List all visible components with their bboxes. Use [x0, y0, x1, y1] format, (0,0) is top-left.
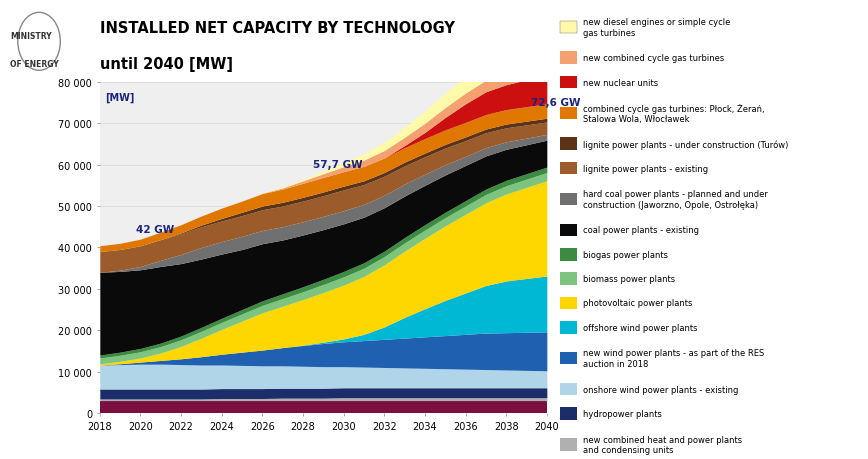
Text: biomass power plants: biomass power plants	[583, 274, 675, 284]
Bar	[560, 52, 577, 65]
Bar	[560, 22, 577, 34]
Bar	[560, 352, 577, 364]
Text: hard coal power plants - planned and under
construction (Jaworzno, Opole, Ostroł: hard coal power plants - planned and und…	[583, 190, 768, 209]
Bar	[560, 321, 577, 334]
Bar	[560, 77, 577, 89]
Text: biogas power plants: biogas power plants	[583, 250, 668, 259]
Text: hydropower plants: hydropower plants	[583, 409, 661, 418]
Text: lignite power plants - existing: lignite power plants - existing	[583, 164, 708, 173]
Text: new combined cycle gas turbines: new combined cycle gas turbines	[583, 54, 724, 63]
Text: OF ENERGY: OF ENERGY	[10, 60, 59, 69]
Bar	[560, 162, 577, 175]
Text: 42 GW: 42 GW	[136, 224, 174, 235]
Text: until 2040 [MW]: until 2040 [MW]	[100, 57, 233, 73]
Text: offshore wind power plants: offshore wind power plants	[583, 323, 698, 332]
Text: new combined heat and power plants
and condensing units: new combined heat and power plants and c…	[583, 435, 742, 454]
Bar	[560, 224, 577, 237]
Text: combined cycle gas turbines: Płock, Żerań,
Stalowa Wola, Włocławek: combined cycle gas turbines: Płock, Żera…	[583, 104, 765, 124]
Text: [MW]: [MW]	[105, 93, 135, 103]
Bar	[560, 248, 577, 261]
Bar	[560, 193, 577, 206]
Text: INSTALLED NET CAPACITY BY TECHNOLOGY: INSTALLED NET CAPACITY BY TECHNOLOGY	[100, 21, 455, 36]
Bar	[560, 107, 577, 120]
Bar	[560, 273, 577, 285]
Text: MINISTRY: MINISTRY	[10, 32, 52, 41]
Bar	[560, 138, 577, 151]
Text: new nuclear units: new nuclear units	[583, 78, 658, 87]
Text: onshore wind power plants - existing: onshore wind power plants - existing	[583, 385, 739, 394]
Text: new diesel engines or simple cycle
gas turbines: new diesel engines or simple cycle gas t…	[583, 18, 730, 38]
Text: 57,7 GW: 57,7 GW	[313, 159, 363, 169]
Bar	[560, 438, 577, 451]
Text: photovoltaic power plants: photovoltaic power plants	[583, 299, 693, 308]
Bar	[560, 383, 577, 396]
Text: new wind power plants - as part of the RES
auction in 2018: new wind power plants - as part of the R…	[583, 349, 764, 368]
Text: coal power plants - existing: coal power plants - existing	[583, 226, 699, 235]
Bar	[560, 407, 577, 420]
Text: 72,6 GW: 72,6 GW	[530, 97, 580, 107]
Text: lignite power plants - under construction (Turów): lignite power plants - under constructio…	[583, 140, 788, 149]
Bar	[560, 297, 577, 309]
